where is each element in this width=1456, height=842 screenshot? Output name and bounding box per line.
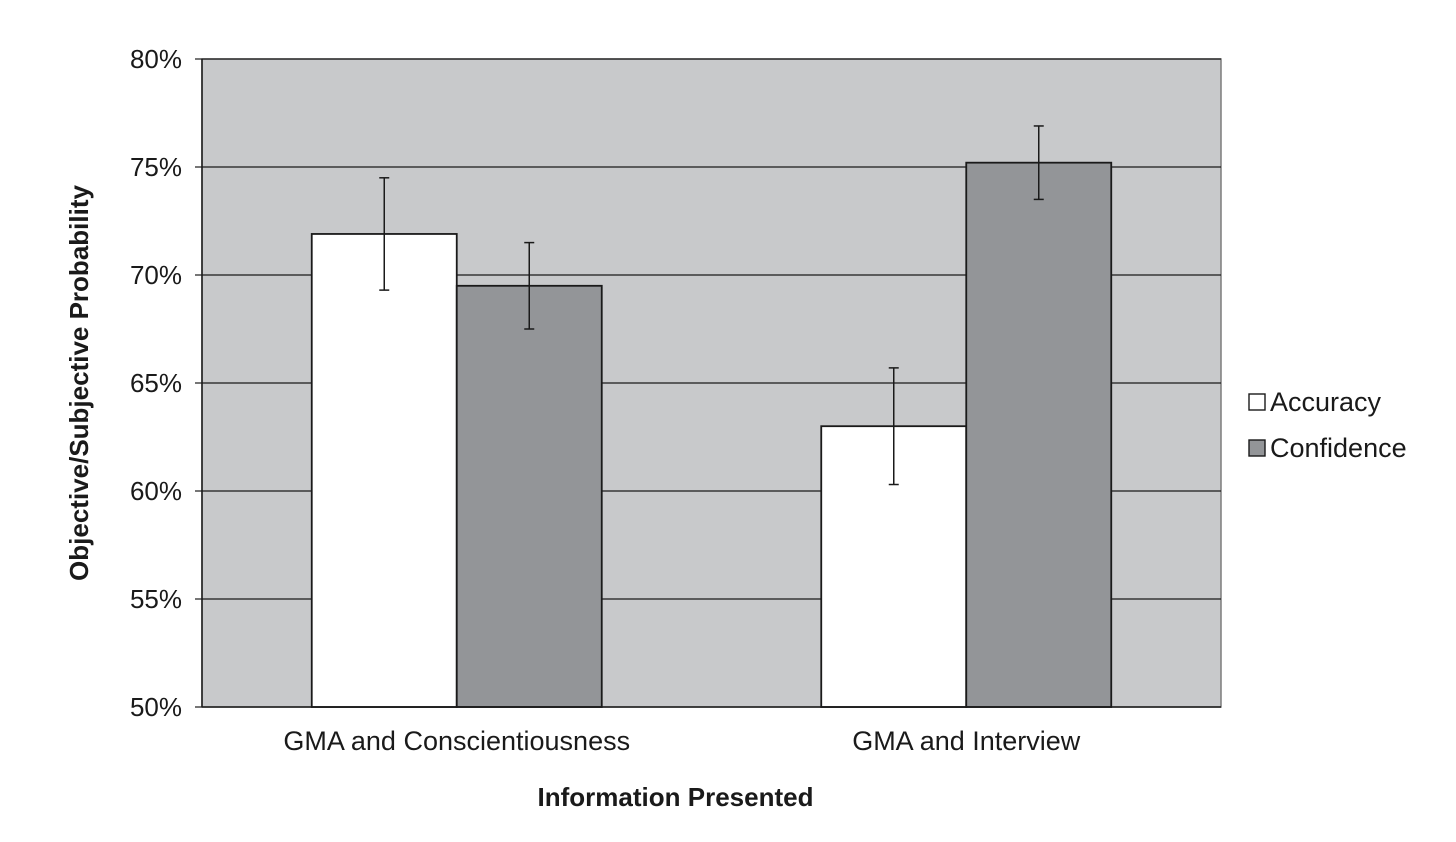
bar-accuracy-1 — [310, 233, 458, 708]
y-tick-label: 65% — [130, 368, 182, 398]
y-tick-label: 55% — [130, 584, 182, 614]
legend: Accuracy Confidence — [1248, 387, 1407, 463]
y-tick-label: 60% — [130, 476, 182, 506]
error-bars — [379, 125, 1044, 486]
y-tick-label: 50% — [130, 692, 182, 722]
legend-label-confidence: Confidence — [1270, 433, 1407, 463]
bar-confidence-2 — [965, 161, 1113, 708]
x-category-label: GMA and Interview — [852, 726, 1081, 756]
legend-swatch-accuracy — [1248, 393, 1266, 411]
y-tick-label: 70% — [130, 260, 182, 290]
y-tick-label: 80% — [130, 44, 182, 74]
axes — [201, 59, 1221, 708]
y-axis-title: Objective/Subjective Probability — [64, 185, 94, 581]
legend-label-accuracy: Accuracy — [1270, 387, 1382, 417]
y-tick-labels: 50% 55% 60% 65% 70% 75% 80% — [130, 44, 182, 722]
x-category-label: GMA and Conscientiousness — [283, 726, 630, 756]
bars — [310, 161, 1113, 708]
y-tick-label: 75% — [130, 152, 182, 182]
legend-swatch-confidence — [1248, 439, 1266, 457]
x-category-labels: GMA and Conscientiousness GMA and Intervi… — [283, 726, 1080, 756]
bar-confidence-1 — [455, 284, 603, 708]
x-axis-title: Information Presented — [538, 782, 814, 812]
